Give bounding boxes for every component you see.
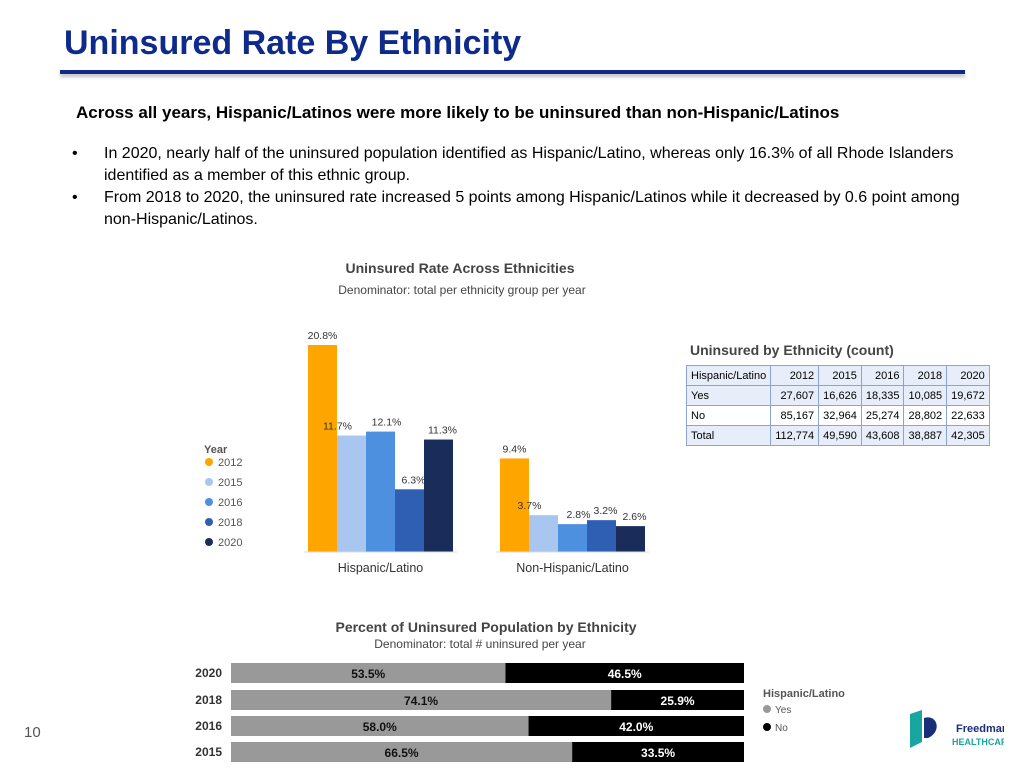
table-cell: 16,626: [818, 385, 862, 406]
table-header-row: Hispanic/Latino 2012 2015 2016 2018 2020: [685, 365, 990, 386]
logo-mark-left: [910, 710, 922, 748]
chart-subtitle: Denominator: total per ethnicity group p…: [338, 283, 586, 297]
legend-title: Year: [204, 444, 228, 456]
table-header-cell: 2012: [770, 365, 820, 386]
bar-value-label: 12.1%: [372, 417, 402, 429]
segment-value-label: 53.5%: [351, 667, 385, 681]
table-cell: 42,305: [946, 425, 990, 446]
legend-title: Hispanic/Latino: [763, 688, 845, 700]
table-cell: 85,167: [770, 405, 820, 426]
logo-text-2: HEALTHCARE: [952, 737, 1004, 747]
bar-2015-hispanic: [337, 435, 366, 552]
legend-marker: [205, 498, 213, 506]
category-label: Non-Hispanic/Latino: [516, 561, 629, 575]
table-cell: 38,887: [903, 425, 948, 446]
legend-label: Yes: [775, 705, 791, 716]
title-underline: [60, 70, 965, 74]
legend-label: 2020: [218, 537, 242, 549]
legend-marker: [205, 518, 213, 526]
table-header-cell: 2018: [903, 365, 948, 386]
bullet-dot: •: [72, 145, 78, 162]
chart-title: Uninsured Rate Across Ethnicities: [345, 260, 575, 276]
legend-marker: [763, 723, 771, 731]
logo-mark-right: [924, 717, 937, 738]
bar-segment-no-2018: [611, 690, 744, 710]
page-subtitle: Across all years, Hispanic/Latinos were …: [76, 103, 840, 122]
legend-label: No: [775, 723, 788, 734]
segment-value-label: 33.5%: [641, 746, 675, 760]
bar-value-label: 3.2%: [594, 505, 618, 517]
legend-label: 2012: [218, 457, 242, 469]
bar-segment-no-2015: [572, 742, 744, 762]
year-label: 2020: [195, 666, 222, 680]
segment-value-label: 46.5%: [608, 667, 642, 681]
bar-value-label: 3.7%: [518, 500, 542, 512]
bar-value-label: 11.3%: [428, 425, 457, 437]
table-cell: Total: [685, 425, 772, 446]
bar-2015-non-hispanic: [529, 515, 558, 552]
bar-value-label: 2.8%: [567, 509, 591, 521]
bar-2018-hispanic: [395, 489, 424, 552]
bar-segment-no-2020: [505, 663, 744, 683]
bar-segment-no-2016: [528, 716, 744, 736]
bar-2012-non-hispanic: [500, 458, 529, 552]
table-cell: 27,607: [770, 385, 820, 406]
bar-2016-non-hispanic: [558, 524, 587, 552]
bar-value-label: 9.4%: [503, 443, 527, 455]
year-label: 2018: [195, 693, 222, 707]
table-cell: 43,608: [860, 425, 905, 446]
bullet-dot: •: [72, 189, 78, 206]
bar-segment-yes-2018: [231, 690, 612, 710]
bar-2016-hispanic: [366, 431, 395, 552]
bar-value-label: 11.7%: [323, 421, 352, 433]
page-title: Uninsured Rate By Ethnicity: [64, 24, 522, 62]
bar-2018-non-hispanic: [587, 520, 616, 552]
chart-title: Percent of Uninsured Population by Ethni…: [335, 619, 637, 635]
chart-subtitle: Denominator: total # uninsured per year: [374, 637, 586, 651]
table-cell: 10,085: [903, 385, 948, 406]
legend-marker: [763, 705, 771, 713]
year-label: 2015: [195, 745, 222, 759]
bar-segment-yes-2020: [231, 663, 506, 683]
legend-label: 2016: [218, 497, 242, 509]
legend-marker: [205, 458, 213, 466]
legend-label: 2015: [218, 477, 242, 489]
segment-value-label: 58.0%: [363, 720, 397, 734]
bullet-text: In 2020, nearly half of the uninsured po…: [104, 145, 954, 184]
table-cell: 32,964: [818, 405, 862, 426]
bar-2020-non-hispanic: [616, 526, 645, 552]
bar-value-label: 6.3%: [402, 474, 426, 486]
page-number: 10: [24, 724, 41, 741]
table-cell: 112,774: [770, 425, 820, 446]
bar-segment-yes-2016: [231, 716, 529, 736]
count-table: Hispanic/Latino 2012 2015 2016 2018 2020…: [685, 365, 990, 446]
bar-value-label: 20.8%: [308, 330, 338, 342]
table-header-cell: 2016: [860, 365, 905, 386]
bullet-text: From 2018 to 2020, the uninsured rate in…: [104, 189, 960, 228]
table-cell: 25,274: [860, 405, 905, 426]
bar-2020-hispanic: [424, 439, 453, 552]
table-cell: 18,335: [860, 385, 905, 406]
table-header-cell: 2020: [946, 365, 990, 386]
freedman-healthcare-logo: Freedman HEALTHCARE: [910, 710, 1004, 748]
bar-2012-hispanic: [308, 345, 337, 552]
segment-value-label: 25.9%: [661, 694, 695, 708]
segment-value-label: 42.0%: [619, 720, 653, 734]
logo-text-1: Freedman: [956, 723, 1004, 735]
year-label: 2016: [195, 719, 222, 733]
table-row: Yes 27,607 16,626 18,335 10,085 19,672: [685, 385, 990, 406]
segment-value-label: 66.5%: [385, 746, 419, 760]
legend-label: 2018: [218, 517, 242, 529]
bar-value-label: 2.6%: [623, 511, 647, 523]
legend-marker: [205, 478, 213, 486]
segment-value-label: 74.1%: [404, 694, 438, 708]
category-label: Hispanic/Latino: [338, 561, 424, 575]
table-title: Uninsured by Ethnicity (count): [690, 342, 894, 358]
table-row: Total 112,774 49,590 43,608 38,887 42,30…: [685, 425, 990, 446]
legend-marker: [205, 538, 213, 546]
table-header-cell: 2015: [818, 365, 862, 386]
bar-segment-yes-2015: [231, 742, 573, 762]
